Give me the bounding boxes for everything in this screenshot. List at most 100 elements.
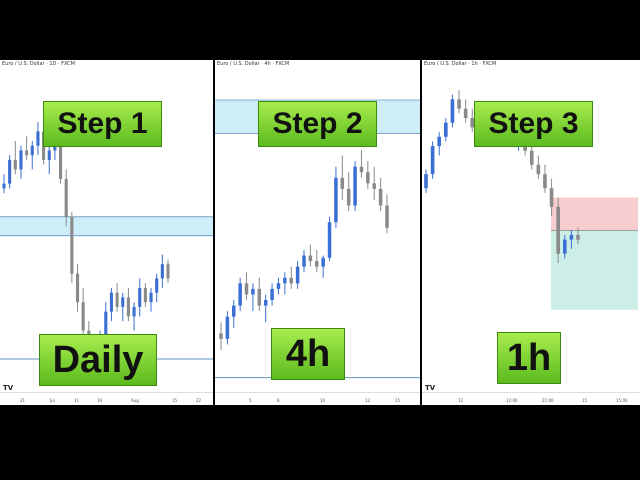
candle-body	[30, 145, 34, 156]
timeframe-4h-label: 4h	[271, 328, 345, 380]
candle-body	[372, 183, 376, 189]
candle-body	[308, 255, 313, 262]
candle-body	[13, 159, 17, 170]
candle-body	[19, 150, 23, 170]
candle-body	[444, 122, 448, 137]
x-tick: 11	[74, 398, 80, 403]
candle-body	[232, 305, 236, 317]
candle-body	[430, 146, 435, 175]
candle-body	[81, 302, 85, 331]
tradingview-logo-icon: TV	[425, 384, 436, 392]
candle-body	[378, 188, 383, 206]
candle-body	[302, 255, 306, 267]
chart-header: Euro / U.S. Dollar · 1h · FXCM	[424, 61, 497, 67]
candle-body	[58, 140, 63, 179]
candle-body	[138, 287, 142, 307]
candle-body	[576, 234, 580, 240]
candle-body	[556, 206, 560, 254]
chart-header: Euro / U.S. Dollar · 1D · FXCM	[2, 61, 75, 67]
x-tick: 8	[277, 398, 280, 403]
tradingview-logo-icon: TV	[3, 384, 14, 392]
candle-body	[257, 288, 262, 306]
x-axis: 12 12:00 21:00 15 15:00	[422, 392, 640, 405]
candle-body	[121, 297, 125, 307]
x-tick: 21:00	[542, 398, 554, 403]
candle-body	[536, 164, 541, 175]
candle-body	[295, 266, 300, 284]
candle-body	[149, 292, 153, 303]
candle-body	[166, 264, 170, 279]
candle-body	[132, 306, 136, 317]
x-tick: 15	[582, 398, 588, 403]
x-tick: 12	[365, 398, 371, 403]
x-tick: 22	[196, 398, 202, 403]
candle-body	[75, 273, 80, 303]
candle-body	[543, 174, 547, 189]
step-1-label: Step 1	[43, 101, 162, 147]
candle-body	[366, 172, 370, 184]
candle-body	[562, 239, 567, 254]
stop-loss-zone	[551, 197, 638, 231]
candle-body	[126, 297, 130, 317]
candle-body	[160, 264, 164, 279]
x-axis: 21 Jul 11 19 Aug 15 22	[0, 392, 213, 405]
candle-body	[2, 183, 6, 189]
candle-body	[340, 177, 345, 189]
x-tick: 10	[320, 398, 326, 403]
candle-body	[315, 261, 319, 267]
candle-body	[529, 150, 534, 165]
candle-body	[450, 99, 455, 123]
candle-body	[289, 277, 293, 284]
candle-body	[109, 292, 114, 312]
x-tick: 15	[395, 398, 401, 403]
candle-body	[276, 283, 281, 289]
candle-body	[457, 99, 461, 109]
x-tick: 21	[20, 398, 26, 403]
candle-body	[321, 257, 325, 267]
x-tick: Jul	[50, 398, 55, 403]
x-tick: 15	[172, 398, 178, 403]
candle-body	[470, 118, 475, 128]
candle-body	[219, 333, 223, 339]
timeframe-daily-label: Daily	[39, 334, 157, 386]
x-tick: 12	[458, 398, 464, 403]
candle-body	[64, 178, 68, 217]
candle-body	[143, 287, 147, 303]
candle-body	[251, 288, 255, 295]
candle-body	[283, 277, 287, 284]
x-axis: 5 8 10 12 15	[215, 392, 420, 405]
candle-body	[244, 283, 249, 295]
candle-body	[353, 166, 357, 206]
candle-body	[70, 216, 74, 274]
candle-body	[437, 136, 442, 147]
x-tick: 12:00	[506, 398, 518, 403]
x-tick: 15:00	[616, 398, 628, 403]
candle-body	[463, 108, 468, 119]
candle-body	[569, 234, 574, 240]
candle-body	[424, 174, 428, 189]
chart-header: Euro / U.S. Dollar · 4h · FXCM	[217, 61, 290, 67]
candle-body	[115, 292, 119, 307]
candle-body	[225, 316, 230, 339]
x-tick: 5	[249, 398, 252, 403]
candle-body	[36, 131, 40, 146]
candle-body	[238, 283, 242, 306]
candle-body	[155, 278, 159, 293]
candle-body	[270, 288, 274, 300]
x-tick: Aug	[131, 398, 139, 403]
step-3-label: Step 3	[474, 101, 593, 147]
candle-body	[104, 311, 108, 336]
candle-body	[327, 222, 332, 258]
candle-body	[549, 188, 554, 207]
candle-body	[334, 177, 338, 223]
supply-zone	[0, 216, 213, 236]
step-2-label: Step 2	[258, 101, 377, 147]
candle-body	[359, 166, 364, 173]
timeframe-1h-label: 1h	[497, 332, 561, 384]
candle-body	[346, 188, 351, 206]
x-tick: 19	[97, 398, 103, 403]
candle-body	[8, 159, 12, 184]
candle-body	[47, 150, 51, 160]
candle-body	[385, 205, 389, 228]
candle-body	[263, 300, 268, 306]
